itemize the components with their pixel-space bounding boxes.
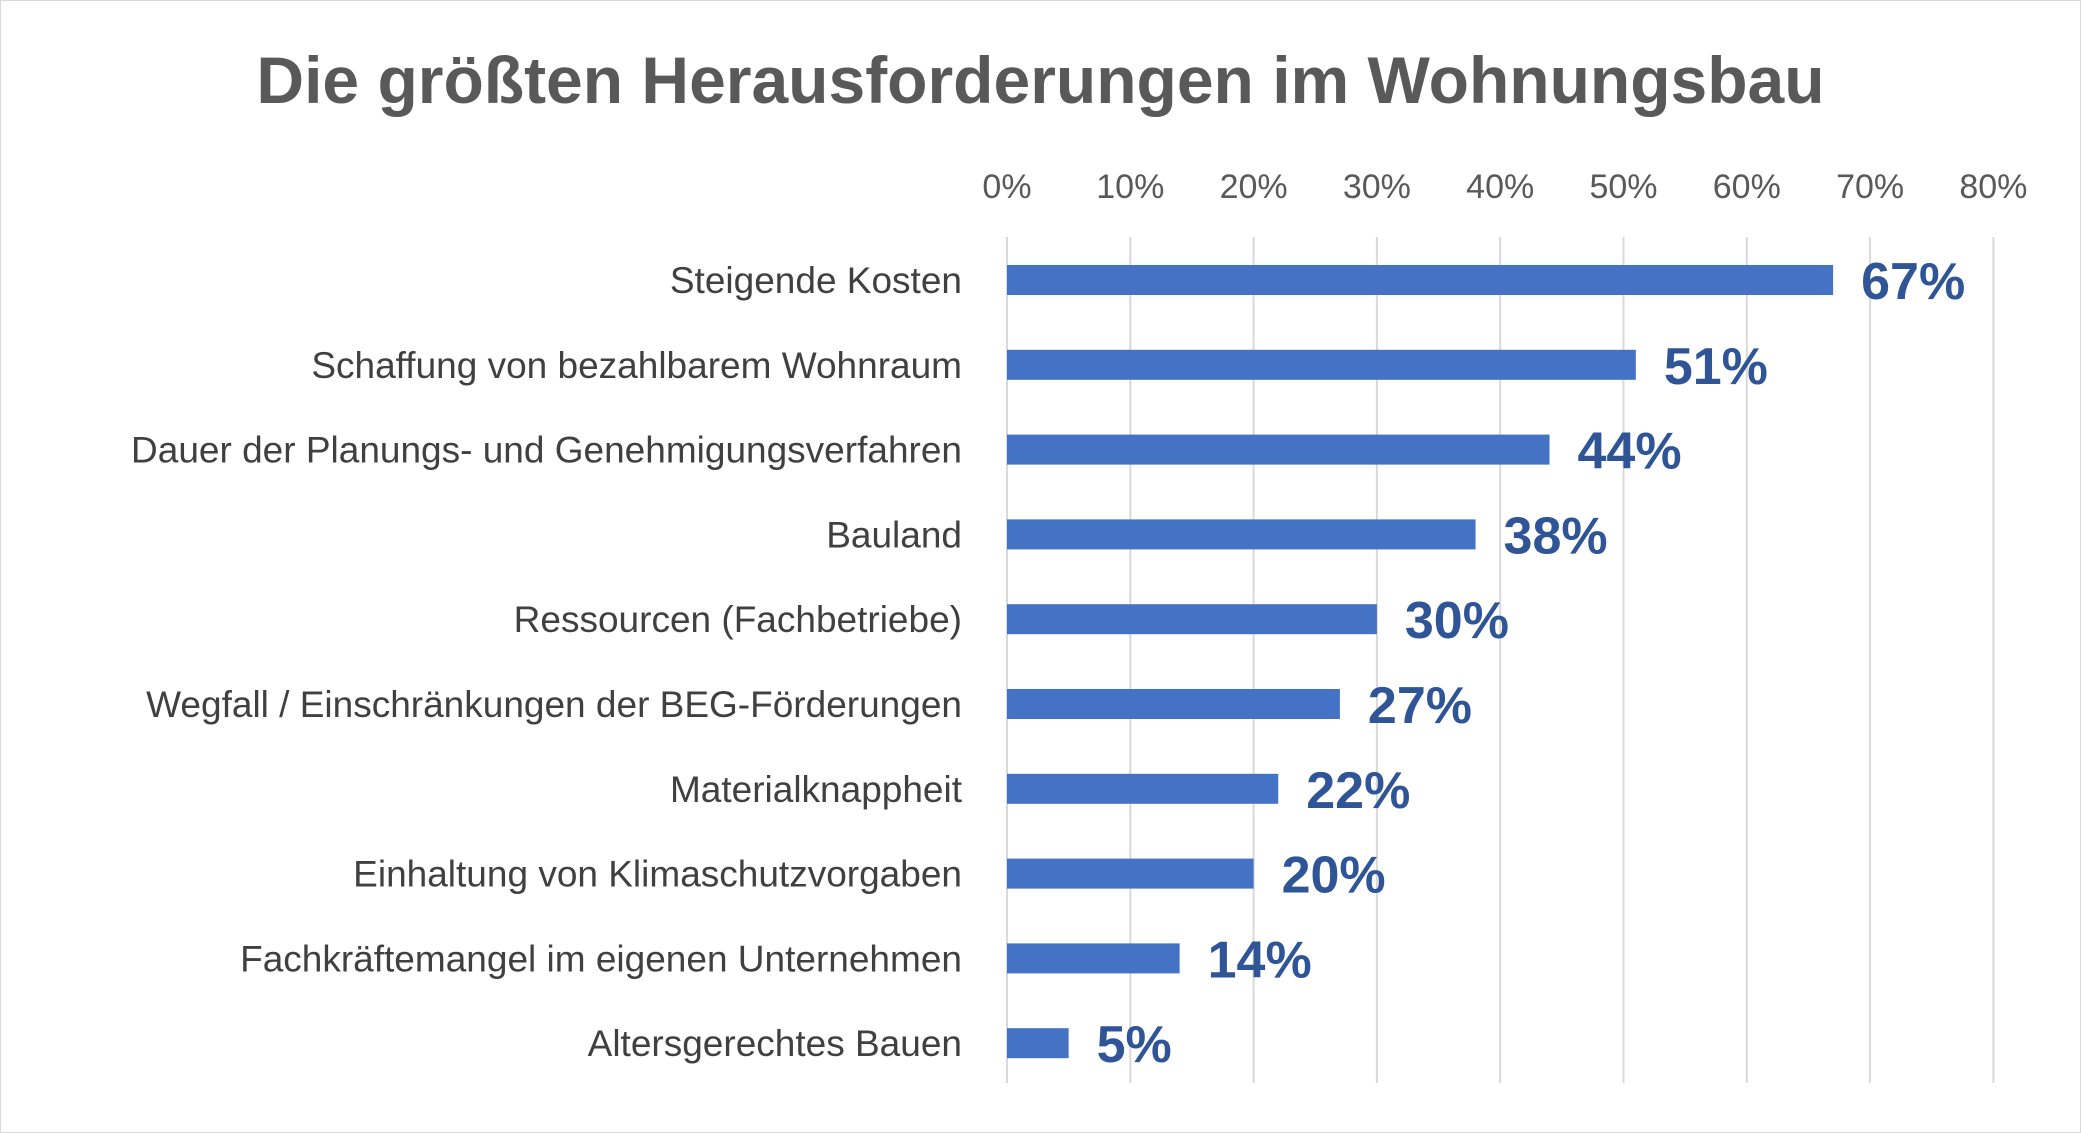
data-label: 27%	[1368, 677, 1472, 735]
data-label: 22%	[1306, 762, 1410, 820]
data-label: 38%	[1504, 507, 1608, 565]
data-label: 67%	[1861, 253, 1965, 311]
category-label: Schaffung von bezahlbarem Wohnraum	[311, 345, 962, 386]
bar	[1007, 943, 1180, 974]
x-tick-label: 30%	[1343, 168, 1411, 206]
category-label: Bauland	[826, 514, 962, 555]
x-tick-label: 0%	[982, 168, 1031, 206]
x-tick-label: 60%	[1713, 168, 1781, 206]
bar	[1007, 689, 1340, 719]
category-label: Materialknappheit	[670, 769, 963, 810]
category-label: Einhaltung von Klimaschutzvorgaben	[353, 854, 962, 895]
x-tick-label: 40%	[1466, 168, 1534, 206]
category-label: Fachkräftemangel im eigenen Unternehmen	[240, 938, 962, 979]
x-tick-label: 20%	[1220, 168, 1288, 206]
data-label: 20%	[1282, 847, 1386, 905]
bar	[1007, 1028, 1069, 1059]
category-label: Ressourcen (Fachbetriebe)	[514, 599, 962, 640]
category-label: Steigende Kosten	[670, 260, 962, 301]
category-label: Dauer der Planungs- und Genehmigungsverf…	[131, 430, 962, 471]
data-label: 51%	[1664, 338, 1768, 396]
data-label: 44%	[1578, 423, 1682, 481]
category-label: Wegfall / Einschränkungen der BEG-Förder…	[146, 684, 962, 725]
data-label: 14%	[1208, 931, 1312, 989]
data-label: 30%	[1405, 592, 1509, 650]
bar	[1007, 519, 1476, 550]
bar	[1007, 604, 1377, 635]
x-tick-label: 50%	[1589, 168, 1657, 206]
x-tick-label: 10%	[1096, 168, 1164, 206]
bar	[1007, 434, 1550, 465]
bar	[1007, 349, 1636, 380]
x-tick-label: 70%	[1836, 168, 1904, 206]
chart-title: Die größten Herausforderungen im Wohnung…	[256, 43, 1825, 117]
data-label: 5%	[1097, 1016, 1172, 1074]
bar	[1007, 858, 1254, 889]
category-label: Altersgerechtes Bauen	[588, 1023, 962, 1064]
x-tick-label: 80%	[1959, 168, 2027, 206]
bar	[1007, 773, 1279, 804]
bar	[1007, 265, 1834, 295]
